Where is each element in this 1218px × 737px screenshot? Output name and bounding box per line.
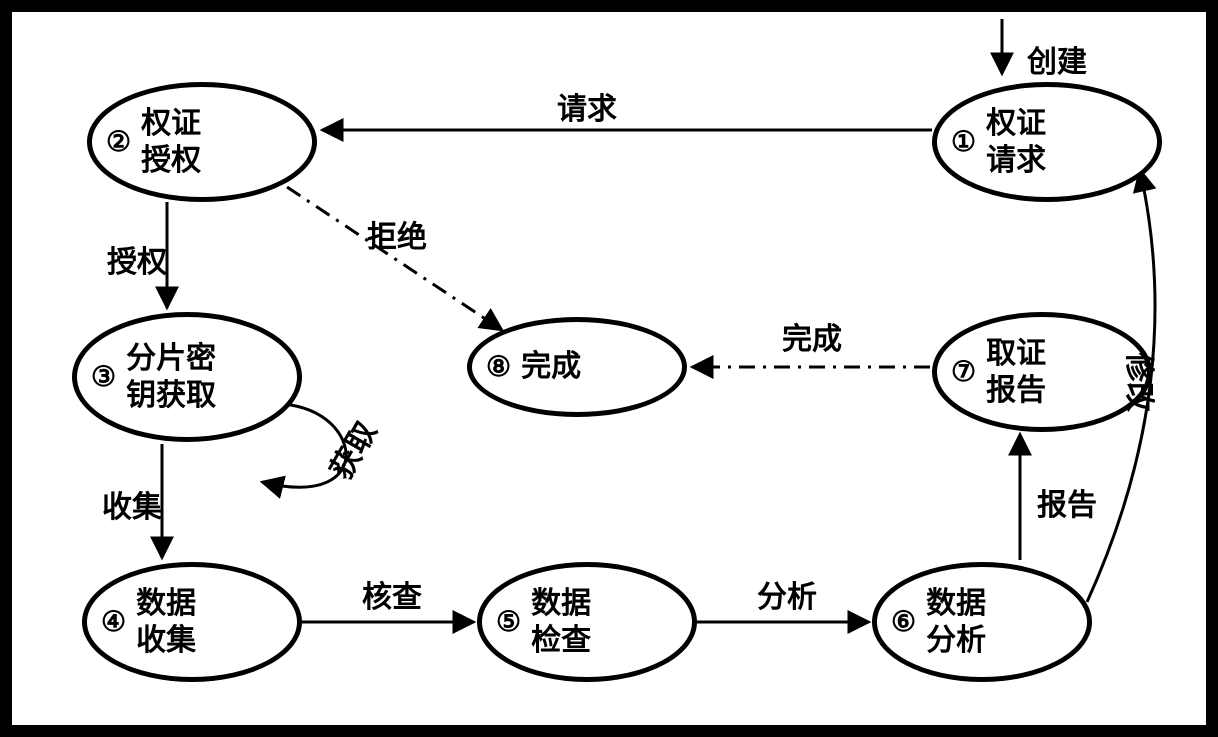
node-n2: ② 权证授权: [87, 82, 317, 202]
node-n3: ③ 分片密钥获取: [72, 312, 302, 442]
node-num: ④: [101, 605, 126, 639]
node-label: 权证授权: [141, 105, 201, 180]
node-label: 数据检查: [531, 585, 591, 660]
node-label: 数据分析: [926, 585, 986, 660]
label-modify: 修改: [1120, 352, 1164, 412]
label-done: 完成: [782, 314, 842, 358]
node-n6: ⑥ 数据分析: [872, 562, 1092, 682]
node-num: ⑥: [891, 605, 916, 639]
node-num: ⑧: [486, 350, 511, 384]
label-auth: 授权: [107, 237, 167, 281]
label-check: 核查: [362, 572, 422, 616]
node-n4: ④ 数据收集: [82, 562, 302, 682]
node-label: 权证请求: [986, 105, 1046, 180]
label-collect: 收集: [102, 482, 162, 526]
node-label: 分片密钥获取: [126, 340, 216, 415]
node-label: 数据收集: [136, 585, 196, 660]
label-create: 创建: [1027, 37, 1087, 81]
node-num: ⑦: [951, 355, 976, 389]
label-request: 请求: [557, 84, 617, 128]
label-report: 报告: [1037, 480, 1097, 524]
label-analyze: 分析: [757, 572, 817, 616]
node-n1: ① 权证请求: [932, 82, 1162, 202]
node-label: 取证报告: [986, 335, 1046, 410]
node-n5: ⑤ 数据检查: [477, 562, 697, 682]
label-reject: 拒绝: [367, 212, 427, 256]
node-n8: ⑧ 完成: [467, 317, 687, 417]
node-num: ③: [91, 360, 116, 394]
node-num: ⑤: [496, 605, 521, 639]
diagram-canvas: ① 权证请求 ② 权证授权 ③ 分片密钥获取 ④ 数据收集 ⑤ 数据检查 ⑥ 数…: [0, 0, 1218, 737]
node-label: 完成: [521, 348, 581, 386]
node-num: ②: [106, 125, 131, 159]
node-n7: ⑦ 取证报告: [932, 312, 1152, 432]
edge-reject: [287, 187, 502, 330]
node-num: ①: [951, 125, 976, 159]
